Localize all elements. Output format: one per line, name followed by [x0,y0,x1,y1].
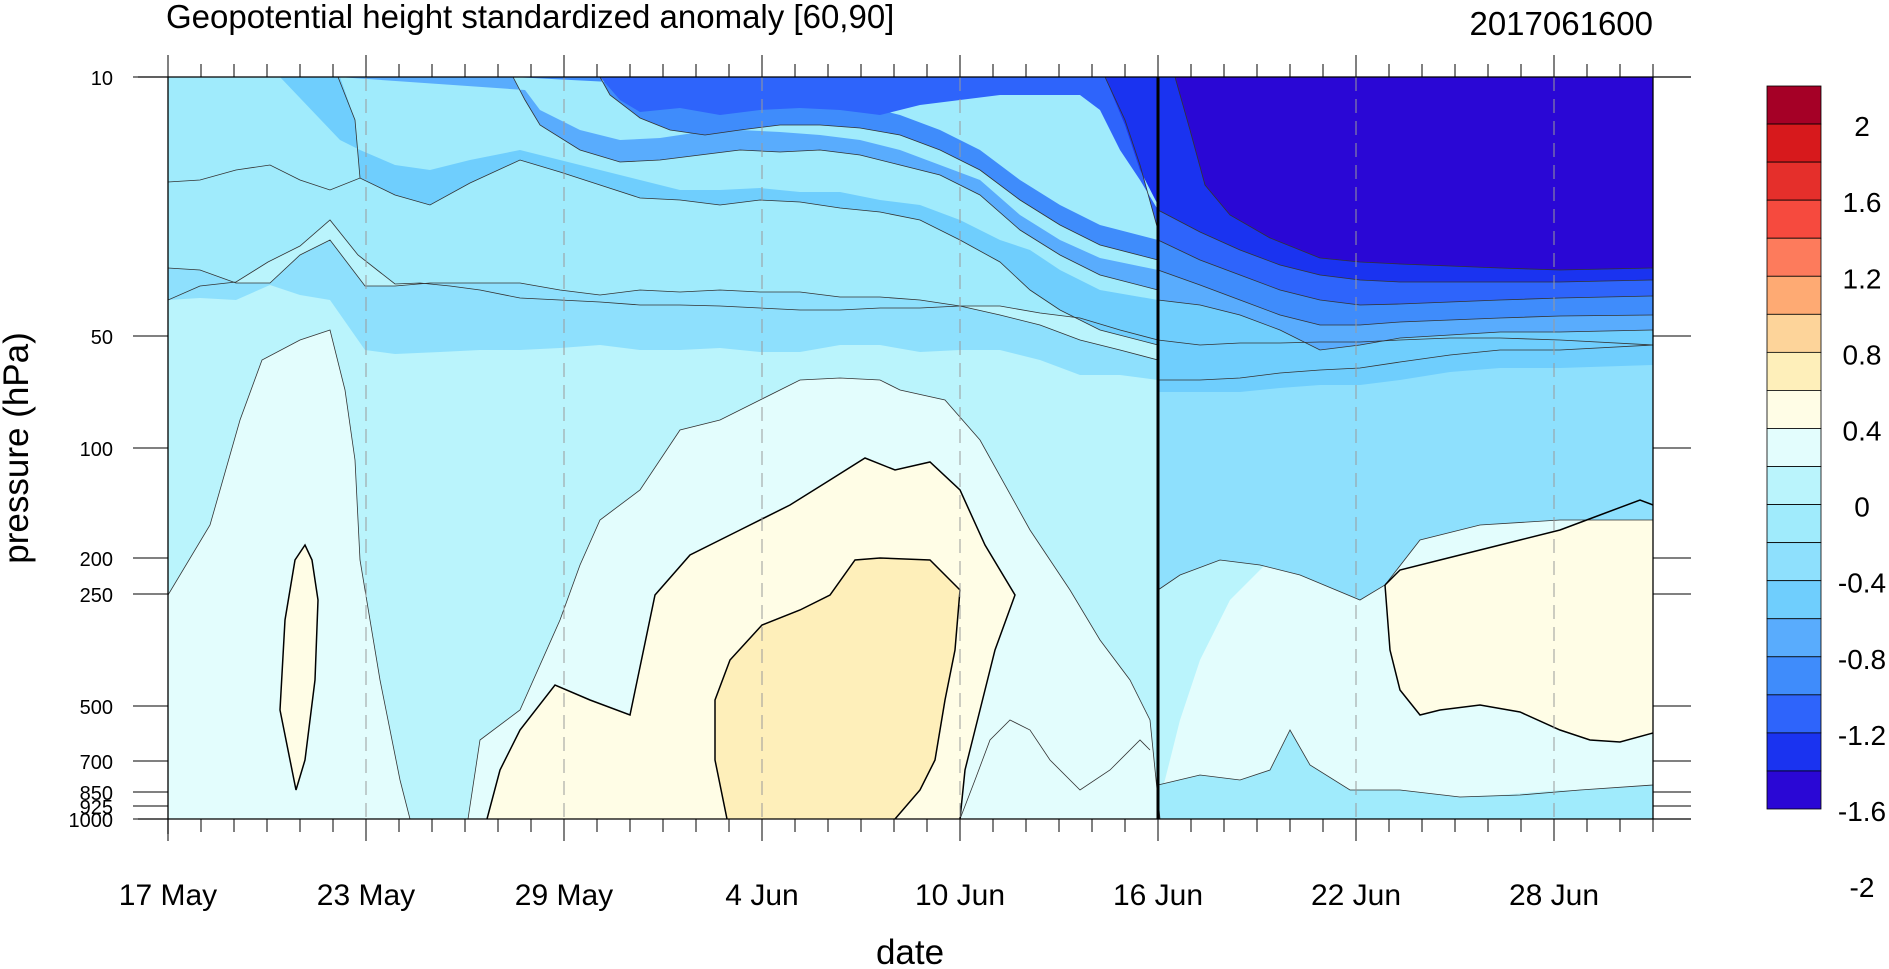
y-tick-label: 10 [91,68,113,90]
colorbar-swatch [1766,351,1822,391]
band-post-neg-1-6 [1158,210,1653,305]
colorbar-swatch [1766,618,1822,658]
x-tick-label: 16 Jun [1113,879,1203,912]
contour-line-5 [512,77,1159,291]
contour-line-6 [599,77,1159,261]
band-post-neg-1-4 [1158,240,1653,325]
y-tick-label: 925 [80,797,113,819]
band-post-neg-1-0 [1158,300,1653,392]
colorbar-swatch [1766,580,1822,620]
band-neg-1-8 [1105,77,1158,205]
contour-line-10 [1157,239,1653,306]
band-neg-0-8 [168,240,1158,380]
zero-contour-june [486,457,1016,819]
colorbar-swatch [1766,770,1822,810]
y-tick-label: 50 [91,327,113,349]
colorbar-label: -0.8 [1838,644,1886,675]
contour-line-3 [168,159,1159,346]
y-tick-label: 200 [80,549,113,571]
dashed-gridlines [365,77,1555,819]
colorbar-swatch [1766,161,1822,201]
colorbar-swatch [1766,466,1822,505]
zero-contour-late-lower [1384,584,1653,743]
colorbar-swatch [1766,237,1822,277]
colorbar-swatch [1766,85,1822,125]
y-tick-label: 1000 [69,810,114,832]
x-tick-label: 4 Jun [725,879,798,912]
band-neg-1-6 [600,77,1158,230]
colorbar-label: -1.6 [1838,796,1886,827]
band-neg-1-4 [513,77,1158,260]
band-pos-0-4-june [715,558,960,819]
y-tick-label: 100 [80,439,113,461]
colorbar-label: 1.6 [1843,187,1882,218]
zero-contour-late [1384,499,1653,586]
x-tick-label: 23 May [317,879,415,912]
colorbar-label: -1.2 [1838,720,1886,751]
colorbar-swatch [1766,428,1822,467]
plot-frame [138,76,1691,834]
colorbar-swatch [1766,504,1822,544]
band-post-neg-2-0 [1175,77,1653,270]
contour-line-12 [1157,299,1653,351]
date-label: 2017061600 [1469,5,1653,42]
y-tick-label: 500 [80,697,113,719]
contour-line-16 [1157,519,1653,601]
zero-contour-early [279,543,319,791]
colorbar-label: 1.2 [1843,263,1882,294]
x-axis-ticks: 17 May 23 May 29 May 4 Jun 10 Jun 16 Jun 22 Ju… [119,55,1654,912]
colorbar-swatch [1766,656,1822,696]
y-tick-label: 850 [80,783,113,805]
band-pos-0-2-late [1385,500,1653,742]
band-post-neg-1-2 [1158,270,1653,350]
contour-line-17 [1157,729,1653,798]
colorbar-swatch [1766,390,1822,429]
contour-line-13 [1158,344,1653,381]
colorbar-swatch [1766,199,1822,239]
colorbar-swatch [1766,542,1822,582]
colorbar-label: 2 [1854,111,1870,142]
x-tick-label: 10 Jun [915,879,1005,912]
colorbar-label: 0.4 [1843,415,1882,446]
zero-contour-june-inner [714,557,961,819]
x-tick-label: 17 May [119,879,217,912]
colorbar-swatch [1766,732,1822,772]
colorbar-swatch [1766,123,1822,163]
contour-line-18 [959,719,1151,819]
colorbar-swatch [1766,694,1822,734]
contour-line-1 [168,219,1653,346]
colorbar-label: -2 [1850,872,1875,903]
contour-line-14 [168,329,411,819]
zero-contours [279,457,1653,819]
contour-line-2 [168,239,1159,361]
x-axis-title: date [876,933,944,969]
band-post-neg-0-6-surface [1158,730,1653,819]
contour-line-8 [1174,77,1653,271]
contour-line-7 [1104,77,1159,231]
y-tick-label: 700 [80,752,113,774]
x-tick-label: 28 Jun [1509,879,1599,912]
contour-line-9 [1157,209,1653,283]
colorbar: 2 1.6 1.2 0.8 0.4 0 -0.4 -0.8 -1.2 -1.6 -2 [1766,85,1886,903]
colorbar-swatch [1766,313,1822,353]
contour-line-15 [467,377,1161,819]
contour-line-4 [337,77,361,179]
y-tick-label: 250 [80,585,113,607]
band-post-neg-0-8 [1158,345,1653,600]
x-tick-label: 29 May [515,879,613,912]
colorbar-label: 0 [1854,492,1870,523]
colorbar-label: 0.8 [1843,339,1882,370]
y-axis-title: pressure (hPa) [0,332,36,563]
colorbar-swatch [1766,275,1822,315]
x-tick-label: 22 Jun [1311,879,1401,912]
colorbar-label: -0.4 [1838,568,1886,599]
contour-lines [168,77,1653,819]
contour-fill-layer [168,77,1653,819]
contour-line-11 [1157,269,1653,326]
chart-title: Geopotential height standardized anomaly… [166,0,894,35]
